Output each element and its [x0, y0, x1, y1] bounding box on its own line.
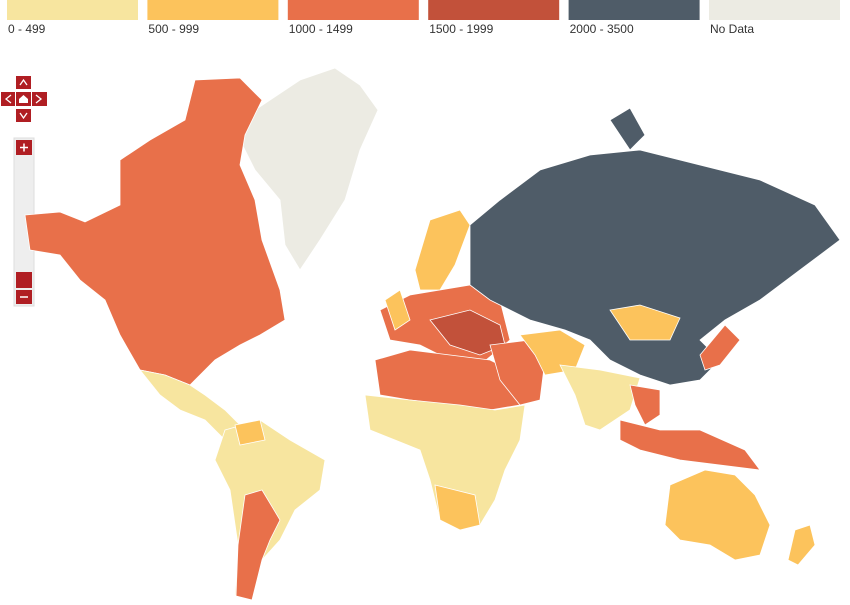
country-region[interactable] [469, 149, 841, 386]
country-region[interactable] [239, 67, 379, 271]
country-region[interactable] [609, 107, 646, 151]
country-region[interactable] [609, 304, 681, 341]
country-region[interactable] [414, 209, 471, 291]
map-controls [1, 76, 47, 307]
country-region[interactable] [434, 484, 481, 531]
legend-swatch [147, 0, 279, 20]
countries [24, 67, 841, 601]
legend-label: 1500 - 1999 [429, 22, 493, 36]
country-region[interactable] [559, 364, 641, 431]
country-region[interactable] [787, 524, 816, 566]
legend-swatch [568, 0, 700, 20]
legend-swatch [7, 0, 138, 20]
country-region[interactable] [364, 394, 526, 531]
legend-swatch [428, 0, 560, 20]
country-region[interactable] [234, 419, 266, 446]
country-region[interactable] [619, 419, 761, 471]
pan-down[interactable] [16, 109, 31, 122]
legend-label: No Data [710, 22, 754, 36]
legend: 0 - 499 500 - 999 1000 - 1499 1500 - 1999 20… [7, 0, 840, 36]
country-region[interactable] [699, 324, 741, 371]
zoom-slider[interactable] [16, 272, 32, 288]
country-region[interactable] [24, 77, 286, 386]
legend-swatch [287, 0, 419, 20]
legend-label: 2000 - 3500 [570, 22, 634, 36]
country-region[interactable] [384, 289, 411, 331]
legend-label: 0 - 499 [8, 22, 46, 36]
country-region[interactable] [629, 384, 661, 426]
country-region[interactable] [664, 469, 771, 561]
country-region[interactable] [235, 489, 281, 601]
legend-label: 500 - 999 [148, 22, 199, 36]
legend-swatch [709, 0, 840, 20]
pan-left[interactable] [1, 92, 15, 106]
pan-up[interactable] [16, 76, 31, 89]
pan-right[interactable] [32, 92, 47, 106]
legend-label: 1000 - 1499 [289, 22, 353, 36]
